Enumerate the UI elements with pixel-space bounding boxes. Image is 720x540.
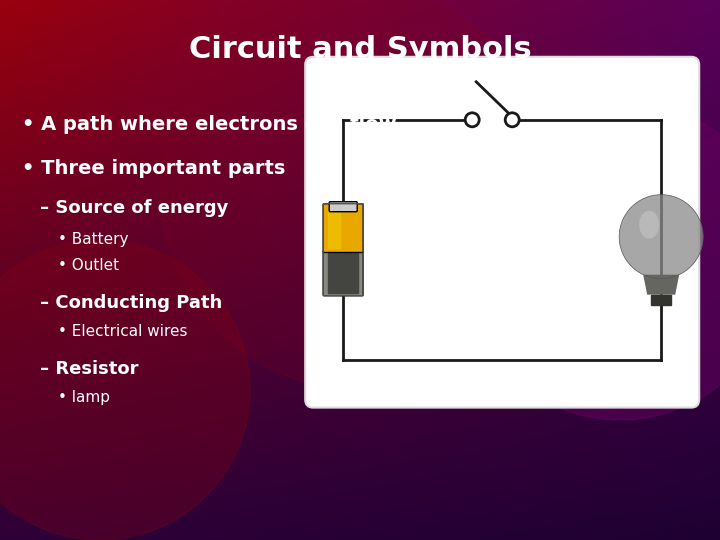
Circle shape <box>465 113 480 127</box>
FancyBboxPatch shape <box>329 202 357 212</box>
Text: – Source of energy: – Source of energy <box>40 199 228 217</box>
Bar <box>651 295 671 305</box>
FancyBboxPatch shape <box>323 251 363 296</box>
FancyBboxPatch shape <box>305 57 699 408</box>
Bar <box>328 210 340 248</box>
Text: • Battery: • Battery <box>58 232 128 247</box>
Text: • Three important parts: • Three important parts <box>22 159 285 178</box>
Text: – Conducting Path: – Conducting Path <box>40 294 222 312</box>
Circle shape <box>0 240 250 540</box>
Ellipse shape <box>639 211 660 239</box>
Circle shape <box>505 113 519 127</box>
Text: • lamp: • lamp <box>58 390 110 405</box>
Circle shape <box>160 0 560 390</box>
Text: • Outlet: • Outlet <box>58 258 119 273</box>
Text: Circuit and Symbols: Circuit and Symbols <box>189 35 531 64</box>
Text: – Resistor: – Resistor <box>40 360 138 378</box>
Polygon shape <box>643 275 679 295</box>
Circle shape <box>460 100 720 420</box>
Text: • A path where electrons can flow: • A path where electrons can flow <box>22 115 397 134</box>
Text: • Electrical wires: • Electrical wires <box>58 324 187 339</box>
FancyBboxPatch shape <box>323 204 363 253</box>
Circle shape <box>619 195 703 279</box>
Bar <box>328 253 359 293</box>
